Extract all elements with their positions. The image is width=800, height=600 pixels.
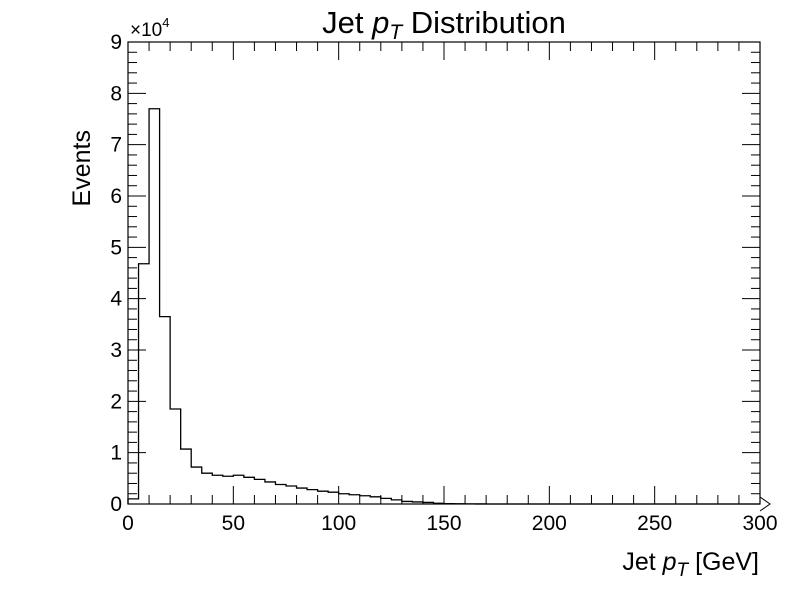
y-tick-label: 3 (110, 339, 122, 362)
y-tick-label: 2 (110, 390, 122, 413)
x-axis-title: Jet pT [GeV] (622, 548, 759, 581)
y-tick-label: 6 (110, 185, 122, 208)
chart-title: Jet pT Distribution (322, 5, 566, 44)
x-tick-label: 100 (321, 512, 356, 535)
x-tick-labels: 0 50 100 150 200 250 300 (122, 512, 777, 535)
axis-ticks (127, 41, 761, 505)
y-axis-title: Events (68, 130, 96, 206)
y-tick-label: 5 (110, 236, 122, 259)
x-tick-label: 0 (122, 512, 134, 535)
y-axis-multiplier: ×104 (130, 15, 169, 41)
x-tick-label: 200 (532, 512, 567, 535)
y-tick-label: 4 (110, 288, 122, 311)
plot-frame (127, 41, 761, 505)
y-tick-label: 7 (110, 134, 122, 157)
y-tick-label: 0 (110, 493, 122, 516)
x-tick-label: 150 (426, 512, 461, 535)
y-tick-labels: 0 1 2 3 4 5 6 7 8 9 (110, 31, 122, 516)
x-tick-label: 300 (742, 512, 777, 535)
x-axis-overflow-arrow (759, 496, 771, 512)
y-tick-label: 8 (110, 82, 122, 105)
y-tick-label: 1 (110, 442, 122, 465)
histogram-series (127, 108, 760, 505)
x-tick-label: 50 (222, 512, 245, 535)
x-tick-label: 250 (637, 512, 672, 535)
y-tick-label: 9 (110, 31, 122, 54)
